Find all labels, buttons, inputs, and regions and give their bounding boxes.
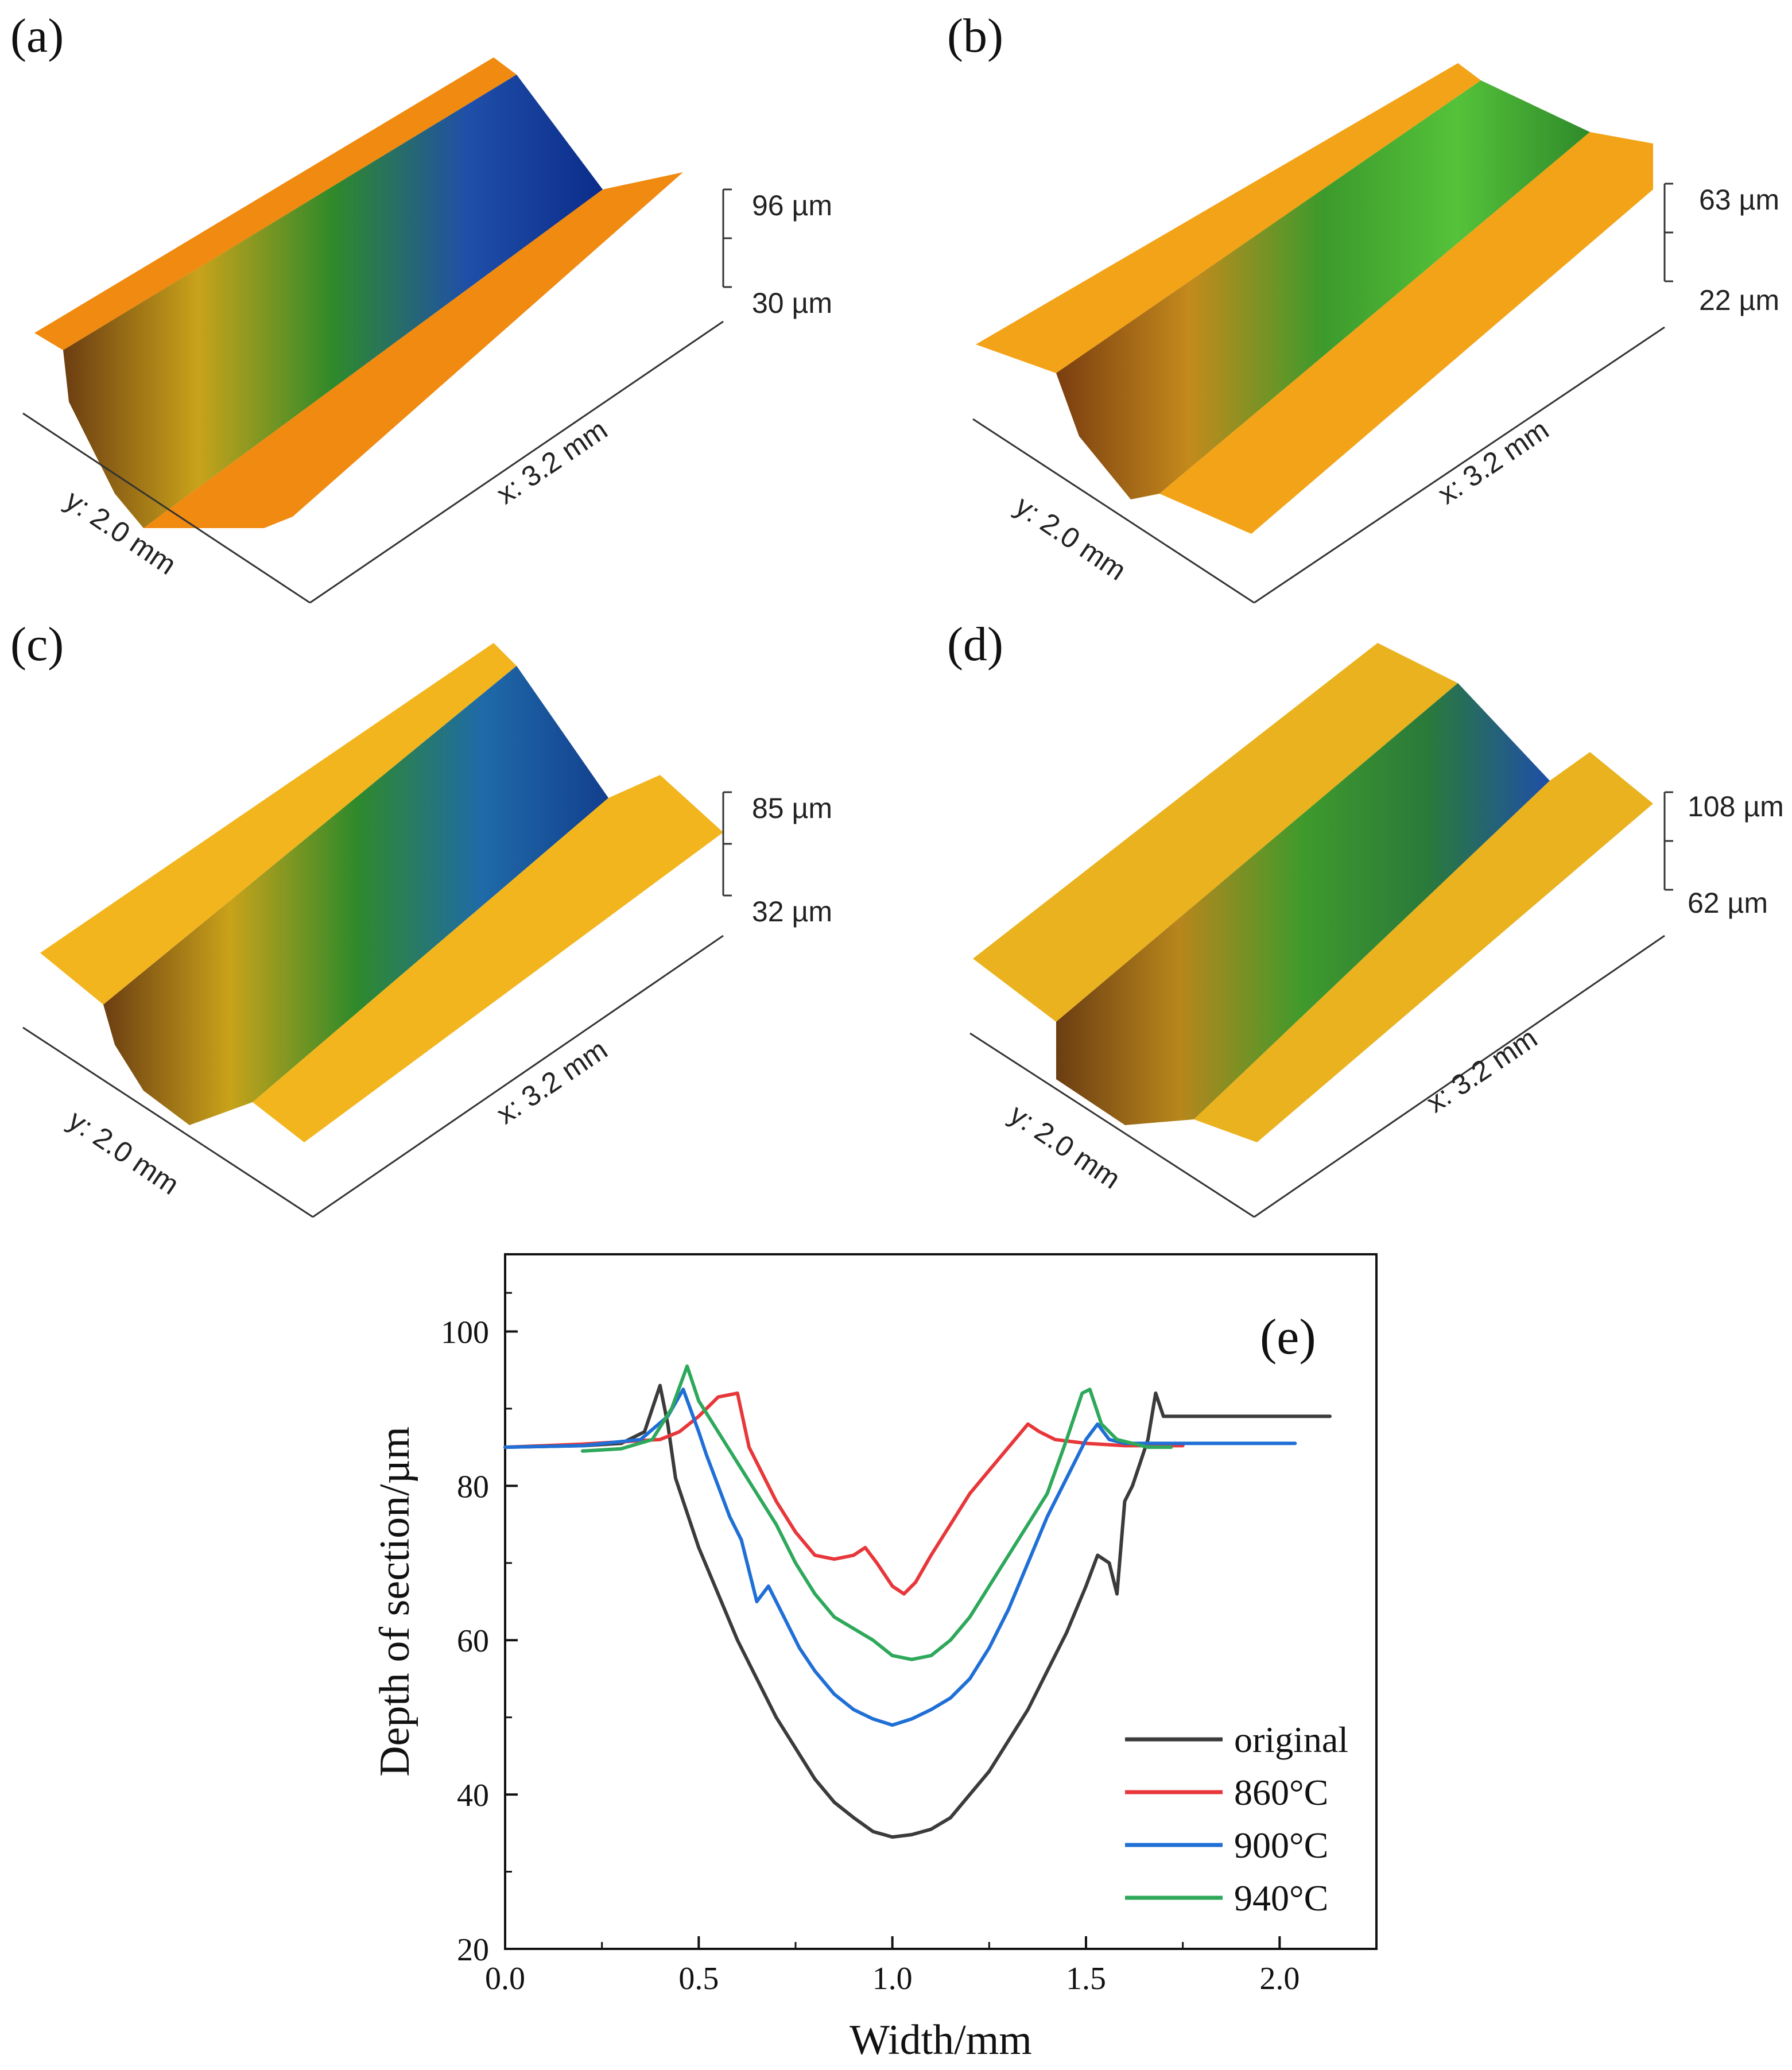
- surface-left-d: [973, 643, 1458, 1022]
- series-line-original: [503, 1383, 1332, 1839]
- y-tick-label: 60: [457, 1623, 489, 1659]
- scale-top-d: 108 µm: [1688, 790, 1784, 823]
- scale-bottom-d: 62 µm: [1688, 887, 1768, 919]
- surface-left-c: [40, 643, 517, 1005]
- panel-letter-c: (c): [10, 618, 64, 671]
- scale-top-a: 96 µm: [752, 189, 832, 222]
- surface-left-a: [34, 57, 517, 350]
- plot-frame: [504, 1253, 1378, 1950]
- x-tick-label: 1.0: [872, 1961, 913, 1997]
- groove-a: [63, 75, 603, 528]
- y-tick-label: 80: [457, 1469, 489, 1505]
- x-axis-title: Width/mm: [850, 2017, 1032, 2064]
- series-line-860-c: [503, 1391, 1185, 1596]
- chart-series: [503, 1364, 1332, 1839]
- panel-b: (b) 63 µm 22 µm x: 3.2 mm y: 2.0 mm: [947, 9, 1779, 604]
- groove-c: [103, 666, 608, 1125]
- y-dimension-c: y: 2.0 mm: [63, 1104, 185, 1201]
- chart-legend: original 860°C 900°C 940°C: [1125, 1719, 1348, 1918]
- x-tick-label: 0.5: [678, 1961, 719, 1997]
- panel-c: (c) 85 µm 32 µm x: 3.2 mm y: 2.0 mm: [10, 618, 832, 1218]
- y-tick-label: 40: [457, 1778, 489, 1813]
- scale-top-c: 85 µm: [752, 792, 832, 824]
- scale-bottom-b: 22 µm: [1699, 284, 1779, 316]
- panel-letter-d: (d): [947, 618, 1003, 671]
- surface-left-b: [976, 63, 1481, 373]
- scale-top-b: 63 µm: [1699, 184, 1779, 216]
- panel-d: (d) 108 µm 62 µm x: 3.2 mm y: 2.0 mm: [947, 618, 1784, 1218]
- surface-right-c: [253, 775, 723, 1142]
- surface-right-a: [143, 172, 683, 528]
- legend-label-860-c: 860°C: [1234, 1772, 1328, 1813]
- chart-panel-letter: (e): [1260, 1309, 1316, 1365]
- x-tick-label: 1.5: [1066, 1961, 1106, 1997]
- panel-letter-b: (b): [947, 9, 1003, 63]
- panel-letter-a: (a): [10, 9, 64, 63]
- y-axis-title: Depth of section/µm: [371, 1426, 418, 1777]
- scale-bottom-c: 32 µm: [752, 896, 832, 928]
- y-tick-label: 20: [457, 1932, 489, 1968]
- x-tick-label: 2.0: [1259, 1961, 1300, 1997]
- groove-d: [1056, 683, 1550, 1125]
- groove-b: [1056, 80, 1590, 499]
- legend-label-original: original: [1234, 1719, 1348, 1760]
- x-dimension-d: x: 3.2 mm: [1421, 1022, 1543, 1119]
- surface-right-b: [1159, 132, 1653, 534]
- legend-label-900-c: 900°C: [1234, 1825, 1328, 1866]
- series-line-900-c: [503, 1387, 1297, 1727]
- surface-right-d: [1194, 752, 1653, 1142]
- legend-label-940-c: 940°C: [1234, 1878, 1328, 1918]
- x-dimension-b: x: 3.2 mm: [1432, 413, 1554, 510]
- x-dimension-a: x: 3.2 mm: [491, 413, 613, 510]
- chart-ticks: 0.0 0.5 1.0 1.5 2.0 20 40 60 80 100: [441, 1292, 1300, 1997]
- x-tick-label: 0.0: [485, 1961, 525, 1997]
- scale-bottom-a: 30 µm: [752, 287, 832, 319]
- y-tick-label: 100: [441, 1315, 489, 1350]
- panel-a: (a) 96 µm 30 µm x: 3.2 mm y: 2.0 mm: [10, 9, 832, 604]
- y-dimension-b: y: 2.0 mm: [1010, 490, 1132, 587]
- series-line-940-c: [580, 1364, 1173, 1661]
